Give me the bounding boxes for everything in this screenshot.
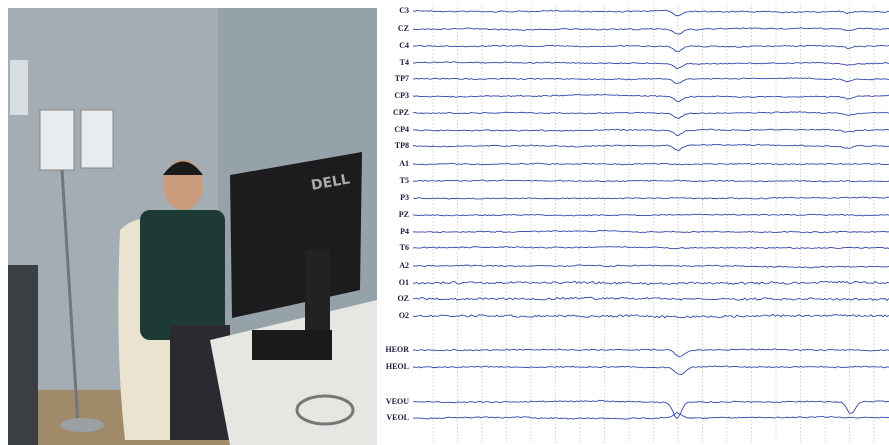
channel-label: PZ (399, 210, 409, 219)
figure: DELL C3 CZ C4 T4 TP7 CP3 CPZ CP4 TP8 A1 T5 P3 PZ P4 T6… (0, 0, 889, 445)
eeg-trace (413, 28, 889, 35)
computer (252, 330, 332, 360)
eeg-trace (413, 112, 889, 119)
eeg-trace (413, 297, 889, 300)
eeg-trace (413, 400, 889, 418)
eeg-trace (413, 314, 889, 317)
channel-label: VEOL (386, 413, 409, 422)
amplifier (40, 110, 74, 170)
eeg-trace (413, 45, 889, 52)
eeg-trace (413, 94, 889, 102)
eeg-trace (413, 163, 889, 165)
poster (10, 60, 28, 115)
eeg-trace (413, 412, 889, 419)
eeg-trace (413, 62, 889, 69)
photo: DELL (8, 8, 377, 445)
cabinet (8, 265, 38, 445)
channel-label: HEOR (385, 345, 409, 354)
eeg-trace (413, 129, 889, 136)
channel-label: HEOL (386, 362, 409, 371)
channel-label: T4 (400, 58, 409, 67)
channel-label: OZ (397, 294, 409, 303)
channel-label: CPZ (393, 108, 409, 117)
eeg-trace (413, 246, 889, 248)
channel-label: CP4 (394, 125, 409, 134)
eeg-trace (413, 214, 889, 216)
stand-base (60, 418, 104, 432)
eeg-panel: C3 CZ C4 T4 TP7 CP3 CPZ CP4 TP8 A1 T5 P3 PZ P4 T6 A2 O1 O… (385, 4, 889, 445)
channel-label: C3 (399, 6, 409, 15)
eeg-trace (413, 197, 889, 199)
channel-label: A1 (399, 159, 409, 168)
channel-label: CP3 (394, 91, 409, 100)
channel-label: P4 (400, 227, 409, 236)
channel-label: TP8 (395, 141, 409, 150)
amplifier (81, 110, 113, 168)
channel-label: TP7 (395, 74, 409, 83)
eeg-trace (413, 349, 889, 357)
eeg-trace (413, 144, 889, 150)
channel-label: O2 (399, 311, 409, 320)
channel-label: T5 (400, 176, 409, 185)
channel-label: C4 (399, 41, 409, 50)
eeg-trace (413, 10, 889, 16)
eeg-trace (413, 180, 889, 182)
channel-label: T6 (400, 243, 409, 252)
eeg-trace (413, 230, 889, 232)
channel-label: P3 (400, 193, 409, 202)
channel-label: CZ (398, 24, 409, 33)
channel-label: O1 (399, 278, 409, 287)
monitor-stand (305, 250, 330, 335)
person-body (140, 210, 225, 340)
eeg-trace (413, 281, 889, 284)
channel-label: A2 (399, 261, 409, 270)
eeg-trace (413, 78, 889, 84)
channel-label: VEOU (386, 397, 409, 406)
eeg-trace (413, 366, 889, 375)
eeg-trace (413, 265, 889, 268)
